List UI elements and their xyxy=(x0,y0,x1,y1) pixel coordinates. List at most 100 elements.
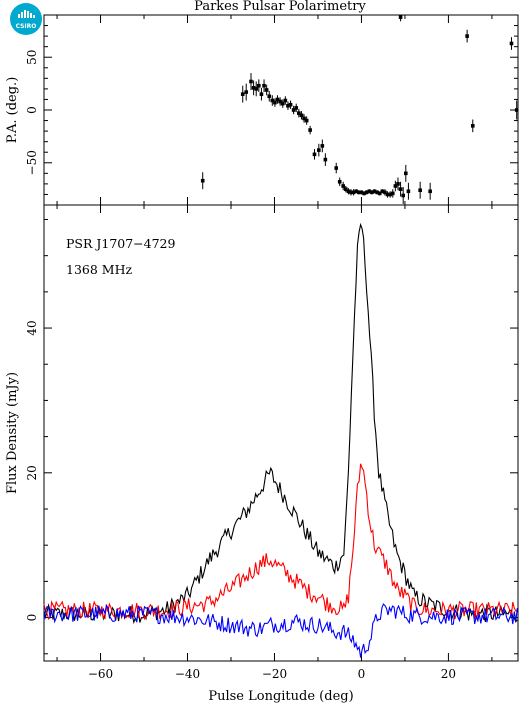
flux-x-tick-label: 20 xyxy=(441,667,456,681)
pa-data-point xyxy=(267,94,272,99)
pa-data-point xyxy=(385,192,390,197)
pa-data-points xyxy=(200,15,519,204)
pa-panel-frame xyxy=(43,14,519,206)
pa-data-point xyxy=(286,103,290,108)
pa-data-point xyxy=(372,189,377,194)
pa-data-point xyxy=(398,15,403,19)
pa-data-point xyxy=(299,113,304,118)
flux-x-tick-label: −40 xyxy=(175,667,200,681)
pa-data-point xyxy=(280,101,285,106)
frequency-annotation: 1368 MHz xyxy=(66,262,132,277)
pa-data-point xyxy=(257,83,261,88)
pa-data-point xyxy=(304,118,309,123)
pa-data-point xyxy=(404,171,408,176)
pulsar-name-annotation: PSR J1707−4729 xyxy=(66,236,176,251)
pa-data-point xyxy=(388,192,392,197)
csiro-logo-bars-icon xyxy=(18,10,35,18)
flux-y-tick-label: 40 xyxy=(25,320,39,335)
pa-y-tick-label: 0 xyxy=(25,106,39,114)
logo-bar xyxy=(27,11,29,18)
flux-x-tick-label: −60 xyxy=(88,667,113,681)
pa-data-point xyxy=(401,193,405,198)
logo-bar xyxy=(30,13,32,18)
pa-data-point xyxy=(428,189,432,194)
pa-data-point xyxy=(362,191,366,196)
pa-data-point xyxy=(351,190,356,195)
pa-data-point xyxy=(294,106,299,110)
chart-title: Parkes Pulsar Polarimetry xyxy=(194,0,366,14)
pa-data-point xyxy=(270,98,275,103)
flux-y-tick-label: 20 xyxy=(25,465,39,480)
pa-data-point xyxy=(398,187,403,191)
pa-data-point xyxy=(244,90,249,94)
pa-data-point xyxy=(291,108,296,112)
pa-data-point xyxy=(357,190,361,195)
pa-data-point xyxy=(390,191,395,196)
pa-data-point xyxy=(509,41,514,46)
pa-data-point xyxy=(249,79,253,84)
csiro-logo-badge xyxy=(10,3,42,35)
pa-data-point xyxy=(470,124,475,128)
pa-y-tick-label: 50 xyxy=(25,50,39,65)
pa-data-point xyxy=(349,190,353,195)
pa-data-point xyxy=(375,190,379,195)
pa-data-point xyxy=(275,97,280,102)
logo-bar xyxy=(21,12,23,18)
pa-data-point xyxy=(354,189,359,194)
flux-x-axis-label: Pulse Longitude (deg) xyxy=(208,689,353,704)
logo-bar xyxy=(18,14,20,18)
pa-data-point xyxy=(264,88,269,92)
pa-data-point xyxy=(288,102,293,107)
logo-bar xyxy=(33,15,35,18)
flux-series-line xyxy=(43,603,518,658)
pa-data-point xyxy=(377,191,382,196)
pa-data-point xyxy=(254,87,259,91)
pa-data-point xyxy=(418,188,422,193)
pa-data-point xyxy=(240,92,245,96)
pa-data-point xyxy=(320,144,325,148)
pa-data-point xyxy=(200,178,205,183)
pa-data-point xyxy=(262,83,266,88)
csiro-logo-text: CSIRO xyxy=(16,23,37,30)
pa-data-point xyxy=(251,86,256,90)
pa-data-point xyxy=(343,187,348,191)
pa-data-point xyxy=(383,190,387,195)
pa-data-point xyxy=(370,190,374,195)
pa-data-point xyxy=(396,182,400,186)
pa-data-point xyxy=(259,92,264,96)
flux-series-line xyxy=(43,222,518,625)
logo-bar xyxy=(24,10,26,18)
flux-y-tick-labels: 0 20 40 xyxy=(25,320,39,621)
flux-y-axis-label: Flux Density (mJy) xyxy=(5,372,20,494)
flux-x-tick-label: −20 xyxy=(262,667,287,681)
pa-data-point xyxy=(337,179,342,184)
pa-data-point xyxy=(465,34,469,38)
flux-x-tick-label: 0 xyxy=(358,667,366,681)
pa-data-point xyxy=(334,166,339,170)
flux-profile-lines xyxy=(43,222,518,658)
flux-panel-frame xyxy=(43,204,519,662)
flux-x-tick-labels: −60 −40 −20 0 20 xyxy=(88,667,456,681)
flux-series-line xyxy=(43,463,518,621)
pa-data-point xyxy=(297,111,301,115)
flux-y-tick-label: 0 xyxy=(25,614,39,622)
pa-data-point xyxy=(359,190,364,195)
pa-y-tick-label: −50 xyxy=(25,150,39,175)
pa-data-point xyxy=(380,189,385,194)
pa-data-point xyxy=(406,189,411,194)
pa-data-point xyxy=(308,128,312,132)
pa-data-point xyxy=(346,189,351,194)
pa-data-point xyxy=(283,98,288,103)
pa-data-point xyxy=(312,152,317,157)
pa-data-point xyxy=(273,100,277,105)
pa-panel-ticks xyxy=(44,14,518,206)
pa-y-tick-labels: −50 0 50 xyxy=(25,50,39,176)
pa-data-point xyxy=(278,99,282,104)
pa-data-point xyxy=(367,189,372,194)
pa-data-point xyxy=(514,108,519,112)
pa-data-point xyxy=(302,116,306,121)
csiro-logo: CSIRO xyxy=(10,3,42,35)
pa-data-point xyxy=(323,157,328,162)
pa-data-point xyxy=(364,190,369,195)
